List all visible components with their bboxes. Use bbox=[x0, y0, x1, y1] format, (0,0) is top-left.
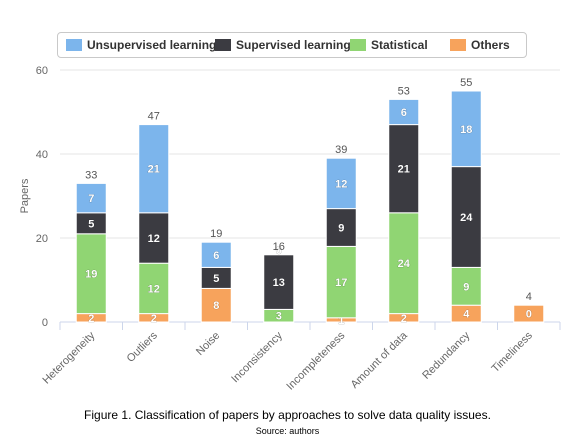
data-label: 19 bbox=[85, 269, 97, 281]
data-label: 2 bbox=[151, 313, 157, 325]
data-label: 2 bbox=[88, 313, 94, 325]
legend-swatch bbox=[350, 39, 366, 51]
bar-segment bbox=[200, 241, 232, 268]
y-tick-label: 60 bbox=[36, 65, 48, 77]
legend-item[interactable]: Unsupervised learning bbox=[66, 38, 216, 52]
bar-segment bbox=[75, 182, 107, 214]
bar-segment bbox=[138, 262, 170, 315]
bar-segment bbox=[138, 212, 170, 264]
y-axis-label: Papers bbox=[19, 178, 31, 213]
bar-segment bbox=[513, 304, 545, 323]
data-label: 24 bbox=[398, 258, 411, 270]
data-label: 6 bbox=[401, 107, 407, 119]
data-label: 13 bbox=[273, 277, 285, 289]
total-label: 53 bbox=[398, 85, 410, 97]
bar-segment bbox=[325, 157, 357, 210]
data-label: 8 bbox=[213, 300, 219, 312]
bar-segment bbox=[450, 90, 482, 168]
data-label: 12 bbox=[335, 178, 347, 190]
figure-source: Source: authors bbox=[255, 426, 320, 436]
legend-label: Supervised learning bbox=[236, 38, 351, 52]
data-label: 21 bbox=[398, 164, 410, 176]
bar-segment bbox=[263, 254, 295, 310]
data-label: 2 bbox=[401, 313, 407, 325]
bar-segment bbox=[450, 266, 482, 306]
total-label: 33 bbox=[85, 169, 97, 181]
data-label: 1 bbox=[338, 315, 344, 327]
data-label: 24 bbox=[460, 212, 473, 224]
data-label: 3 bbox=[276, 311, 282, 323]
bar-segment bbox=[388, 98, 420, 126]
legend-swatch bbox=[215, 39, 231, 51]
data-label: 12 bbox=[148, 233, 160, 245]
total-label: 55 bbox=[460, 77, 472, 89]
data-label: 6 bbox=[213, 250, 219, 262]
legend-item[interactable]: Statistical bbox=[350, 38, 428, 52]
total-label: 16 bbox=[273, 241, 285, 253]
y-tick-label: 20 bbox=[36, 233, 48, 245]
x-tick-label: Heterogeneity bbox=[40, 329, 97, 386]
total-label: 19 bbox=[210, 228, 222, 240]
figure-caption: Figure 1. Classification of papers by ap… bbox=[84, 408, 491, 422]
data-label: 9 bbox=[338, 223, 344, 235]
data-label: 4 bbox=[463, 309, 470, 321]
data-label: 17 bbox=[335, 277, 347, 289]
y-tick-label: 40 bbox=[36, 149, 48, 161]
total-label: 47 bbox=[148, 111, 160, 123]
x-tick-label: Inconsistency bbox=[229, 329, 285, 385]
data-label: 21 bbox=[148, 164, 160, 176]
legend-item[interactable]: Others bbox=[450, 38, 510, 52]
data-label: 5 bbox=[213, 273, 219, 285]
bar-segment bbox=[75, 233, 107, 315]
data-label: 7 bbox=[88, 193, 94, 205]
y-tick-label: 0 bbox=[42, 317, 48, 329]
data-label: 5 bbox=[88, 218, 94, 230]
legend-label: Statistical bbox=[371, 38, 428, 52]
x-tick-label: Incompleteness bbox=[284, 329, 347, 392]
x-tick-label: Timeliness bbox=[489, 329, 535, 375]
legend-item[interactable]: Supervised learning bbox=[215, 38, 351, 52]
legend-label: Others bbox=[471, 38, 510, 52]
bar-segment bbox=[388, 124, 420, 214]
total-label: 4 bbox=[526, 291, 532, 303]
data-label: 18 bbox=[460, 124, 472, 136]
total-label: 39 bbox=[335, 144, 347, 156]
data-label: 0 bbox=[526, 309, 532, 321]
legend-swatch bbox=[450, 39, 466, 51]
legend-label: Unsupervised learning bbox=[87, 38, 217, 52]
chart-legend: Unsupervised learning Supervised learning… bbox=[57, 32, 527, 58]
legend-swatch bbox=[66, 39, 82, 51]
bar-segment bbox=[138, 124, 170, 214]
x-tick-label: Noise bbox=[194, 330, 222, 358]
bar-segment bbox=[450, 166, 482, 268]
x-tick-label: Redundancy bbox=[420, 329, 473, 382]
x-tick-label: Outliers bbox=[125, 329, 161, 365]
data-label: 0 bbox=[276, 245, 282, 257]
bar-segment bbox=[388, 212, 420, 315]
data-label: 12 bbox=[148, 283, 160, 295]
x-tick-label: Amount of data bbox=[349, 329, 411, 391]
data-label: 9 bbox=[463, 281, 469, 293]
bar-segment bbox=[325, 245, 357, 319]
